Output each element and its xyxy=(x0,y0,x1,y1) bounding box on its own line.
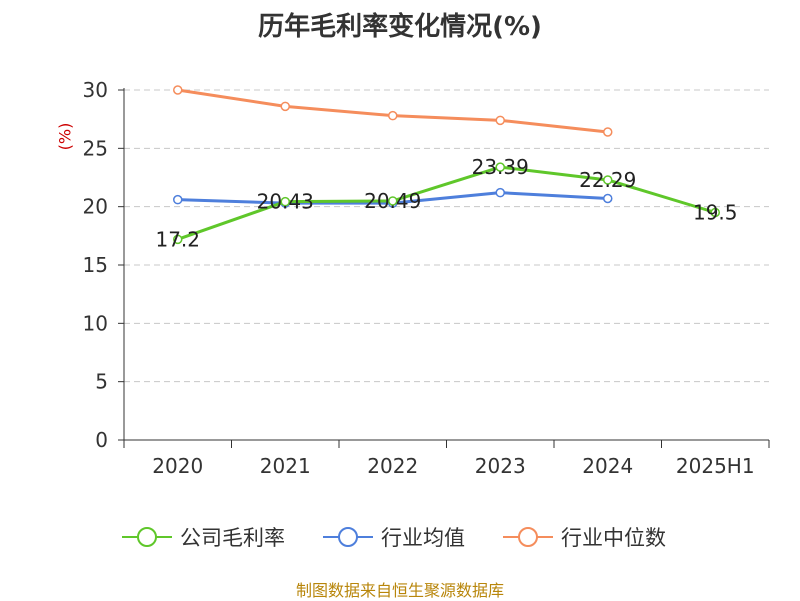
data-point xyxy=(173,85,183,95)
data-label: 23.39 xyxy=(472,155,529,179)
x-tick-label: 2023 xyxy=(475,454,526,478)
data-point xyxy=(388,196,398,206)
y-tick-label: 25 xyxy=(83,136,108,160)
data-point xyxy=(280,196,290,207)
legend-label: 行业均值 xyxy=(381,526,465,550)
data-label: 20.43 xyxy=(257,190,314,214)
legend-marker-icon xyxy=(323,527,373,547)
data-source-note: 制图数据来自恒生聚源数据库 xyxy=(295,581,504,600)
legend-marker-icon xyxy=(503,527,553,547)
legend-marker-icon xyxy=(122,527,172,547)
series-line-0 xyxy=(177,165,716,241)
data-point xyxy=(710,207,720,218)
y-tick-label: 10 xyxy=(83,311,108,335)
y-tick-label: 15 xyxy=(83,253,108,277)
legend-label: 公司毛利率 xyxy=(180,526,285,550)
data-point xyxy=(388,110,398,121)
data-point xyxy=(603,127,613,137)
data-point xyxy=(603,193,613,204)
x-tick-label: 2020 xyxy=(152,454,203,478)
data-point xyxy=(495,187,505,198)
legend-item-industry-median[interactable]: 行业中位数 xyxy=(503,520,666,554)
y-tick-label: 0 xyxy=(95,428,108,452)
x-tick-label: 2021 xyxy=(260,454,311,478)
data-point xyxy=(495,115,505,126)
data-point xyxy=(173,194,183,205)
data-label: 22.29 xyxy=(579,168,636,192)
x-tick-label: 2022 xyxy=(367,454,418,478)
legend-label: 行业中位数 xyxy=(561,526,666,550)
data-point xyxy=(603,175,613,185)
chart-title: 历年毛利率变化情况(%) xyxy=(258,12,542,42)
data-label: 20.49 xyxy=(364,189,421,213)
x-tick-label: 2024 xyxy=(582,454,633,478)
legend-item-industry-mean[interactable]: 行业均值 xyxy=(323,520,465,554)
x-tick-label: 2025H1 xyxy=(676,454,755,478)
legend-item-company-margin[interactable]: 公司毛利率 xyxy=(122,520,285,554)
data-point xyxy=(173,234,183,245)
y-tick-label: 5 xyxy=(95,370,108,394)
y-tick-label: 30 xyxy=(83,78,108,102)
data-label: 17.2 xyxy=(155,227,200,251)
data-label: 19.5 xyxy=(693,201,738,225)
y-tick-label: 20 xyxy=(83,195,108,219)
data-point xyxy=(495,162,505,172)
data-point xyxy=(280,101,290,112)
line-chart: 0 5 10 15 20 25 30 2020 2021 2022 2023 2024 2025H1 17… xyxy=(83,78,770,478)
legend: 公司毛利率 行业均值 行业中位数 xyxy=(0,520,800,554)
